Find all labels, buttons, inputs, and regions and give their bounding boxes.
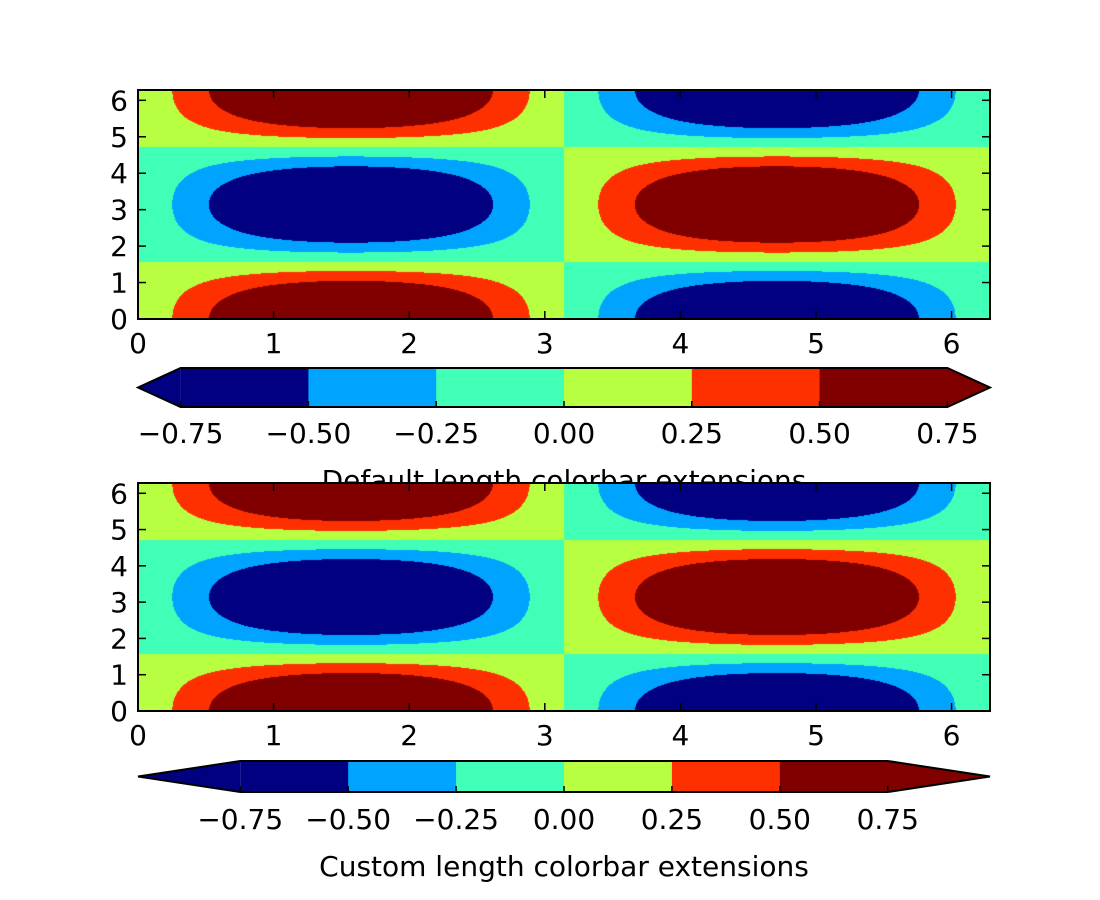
x-tick-label: 6 — [943, 719, 961, 752]
colorbar-segment — [180, 368, 309, 407]
axes-frame — [137, 482, 991, 712]
colorbar-tick-label: 0.25 — [661, 417, 723, 450]
x-tick-label: 0 — [129, 719, 147, 752]
y-tick-label: 2 — [110, 622, 128, 655]
colorbar-segment — [671, 761, 781, 792]
colorbar-over-extension — [887, 761, 990, 792]
colorbar: −0.75 −0.50 −0.25 0.00 0.25 0.50 0.75 — [137, 760, 991, 836]
colorbar-tick-label: 0.50 — [749, 803, 811, 836]
colorbar-under-extension — [138, 761, 241, 792]
x-tick-label: 0 — [129, 327, 147, 360]
colorbar-tick-label: −0.50 — [265, 417, 351, 450]
y-tick-label: 3 — [110, 586, 128, 619]
colorbar-segment — [308, 368, 437, 407]
colorbar-label: Custom length colorbar extensions — [319, 850, 809, 883]
y-tick-label: 5 — [110, 121, 128, 154]
x-tick-label: 2 — [400, 327, 418, 360]
x-tick-label: 4 — [671, 719, 689, 752]
colorbar-segment — [691, 368, 821, 407]
filled-contour-field — [138, 90, 990, 319]
x-tick-label: 1 — [265, 719, 283, 752]
x-tick-label: 3 — [536, 327, 554, 360]
colorbar-tick-label: −0.25 — [393, 417, 479, 450]
colorbar-tick-label: −0.25 — [413, 803, 499, 836]
y-tick-label: 5 — [110, 514, 128, 547]
colorbar-tick-label: −0.50 — [305, 803, 391, 836]
colorbar-over-extension — [947, 368, 990, 407]
colorbar-segment — [456, 761, 565, 792]
colorbar-under-extension — [138, 368, 181, 407]
colorbar-segment — [240, 761, 349, 792]
colorbar-tick-label: 0.00 — [533, 417, 595, 450]
y-tick-label: 1 — [110, 659, 128, 692]
colorbar-tick-label: 0.50 — [788, 417, 850, 450]
colorbar-segment — [564, 368, 693, 407]
y-tick-label: 1 — [110, 267, 128, 300]
x-tick-label: 1 — [265, 327, 283, 360]
colorbar-tick-label: −0.75 — [197, 803, 283, 836]
colorbar: −0.75 −0.50 −0.25 0.00 0.25 0.50 0.75 — [135, 367, 993, 450]
y-tick-label: 3 — [110, 194, 128, 227]
colorbar-tick-label: 0.00 — [533, 803, 595, 836]
colorbar-segment — [819, 368, 948, 407]
y-tick-label: 6 — [110, 84, 128, 117]
y-tick-label: 2 — [110, 230, 128, 263]
axes-frame — [137, 89, 991, 320]
colorbar-tick-label: 0.75 — [857, 803, 919, 836]
filled-contour-field — [138, 483, 990, 711]
x-tick-label: 4 — [671, 327, 689, 360]
y-tick-label: 0 — [110, 695, 128, 728]
colorbar-segment — [779, 761, 889, 792]
colorbar-tick-label: 0.75 — [916, 417, 978, 450]
y-tick-label: 4 — [110, 550, 128, 583]
colorbar-tick-label: 0.25 — [641, 803, 703, 836]
x-tick-label: 5 — [807, 719, 825, 752]
y-tick-label: 6 — [110, 477, 128, 510]
x-tick-label: 6 — [943, 327, 961, 360]
y-tick-label: 4 — [110, 157, 128, 190]
colorbar-segment — [564, 761, 673, 792]
colorbar-tick-label: −0.75 — [138, 417, 224, 450]
y-tick-label: 0 — [110, 303, 128, 336]
colorbar-segment — [436, 368, 565, 407]
x-tick-label: 5 — [807, 327, 825, 360]
colorbar-segment — [348, 761, 457, 792]
x-tick-label: 2 — [400, 719, 418, 752]
x-tick-label: 3 — [536, 719, 554, 752]
